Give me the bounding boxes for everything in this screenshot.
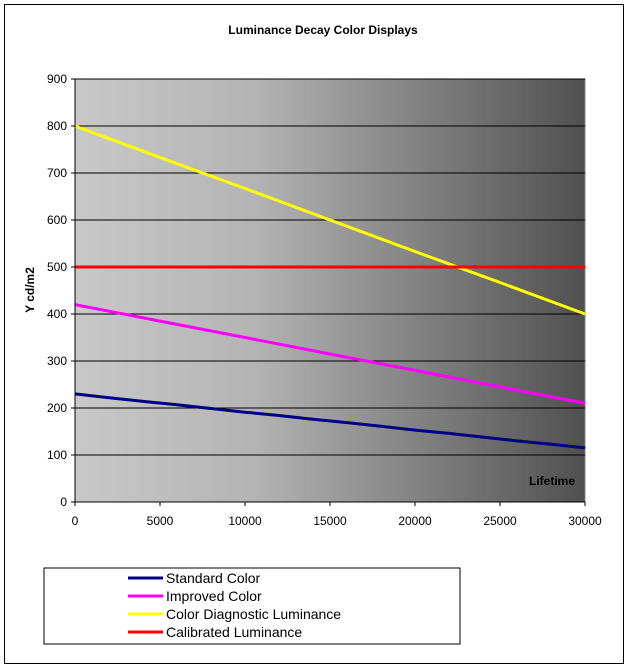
x-tick-label: 25000 [483,514,517,528]
y-axis-label: Y cd/m2 [23,267,37,313]
chart-title: Luminance Decay Color Displays [228,23,418,37]
legend-label: Calibrated Luminance [166,624,302,640]
x-axis-label: Lifetime [529,474,575,488]
chart-svg: Luminance Decay Color Displays 0 100 200 30… [23,23,602,645]
series-lines [74,124,586,450]
x-tick-label: 30000 [568,514,602,528]
legend-label: Standard Color [166,570,261,586]
y-tick-label: 100 [47,448,67,462]
x-tick-label: 10000 [228,514,262,528]
y-tick-label: 0 [60,495,67,509]
y-tick-label: 700 [47,166,67,180]
y-tick-label: 500 [47,260,67,274]
legend-label: Color Diagnostic Luminance [166,606,341,622]
legend-box [43,567,461,645]
series-line-0 [74,392,586,450]
y-axis-ticks: 0 100 200 300 400 500 600 700 800 900 [47,72,75,509]
series-line-2 [74,124,586,316]
legend-label: Improved Color [166,588,262,604]
plot-area [74,78,586,503]
x-tick-label: 5000 [147,514,174,528]
legend: Standard Color Improved Color Color Diagno… [128,570,341,640]
x-axis-ticks: 0 5000 10000 15000 20000 25000 30000 [72,502,602,528]
series-line-1 [74,303,586,405]
x-tick-label: 15000 [313,514,347,528]
x-tick-label: 0 [72,514,79,528]
y-tick-label: 900 [47,72,67,86]
y-tick-label: 400 [47,307,67,321]
x-tick-label: 20000 [398,514,432,528]
y-tick-label: 800 [47,119,67,133]
y-tick-label: 300 [47,354,67,368]
y-tick-label: 600 [47,213,67,227]
y-tick-label: 200 [47,401,67,415]
